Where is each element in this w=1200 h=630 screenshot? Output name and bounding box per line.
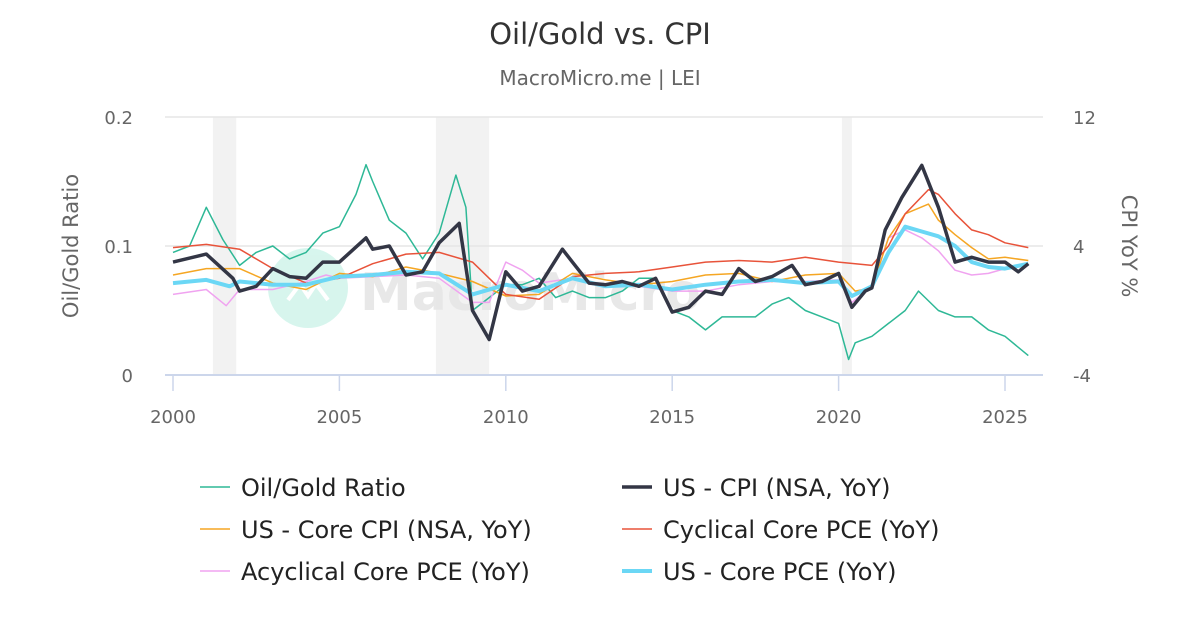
legend-label: Oil/Gold Ratio	[241, 474, 406, 502]
y-axis-left-title: Oil/Gold Ratio	[59, 174, 83, 318]
x-tick-label: 2020	[816, 407, 862, 428]
legend-item[interactable]: US - Core CPI (NSA, YoY)	[200, 516, 532, 544]
watermark-mark-icon	[286, 280, 330, 302]
y-left-tick-label: 0	[122, 366, 133, 387]
legend-item[interactable]: Oil/Gold Ratio	[200, 474, 406, 502]
y-right-tick-label: -4	[1073, 366, 1091, 387]
y-right-tick-label: 12	[1073, 108, 1096, 129]
series-line-us-cpi-nsa-yoy	[172, 163, 1030, 342]
chart-subtitle: MacroMicro.me | LEI	[499, 66, 700, 90]
legend-label: US - Core PCE (YoY)	[663, 558, 896, 586]
y-axis-right-title: CPI YoY %	[1117, 195, 1141, 298]
legend-label: Cyclical Core PCE (YoY)	[663, 516, 939, 544]
series-line-us-core-cpi-nsa-yoy	[172, 203, 1029, 297]
legend: Oil/Gold Ratio US - CPI (NSA, YoY) US - Co…	[200, 474, 939, 586]
x-tick-label: 2000	[150, 407, 196, 428]
series-line-oil-gold-ratio	[172, 163, 1029, 361]
legend-item[interactable]: US - CPI (NSA, YoY)	[622, 474, 891, 502]
x-tick-label: 2005	[316, 407, 362, 428]
axes: 2000 2005 2010 2015 2020 2025 0 0.1 0.2 -4 4 12	[104, 108, 1096, 428]
legend-item[interactable]: Cyclical Core PCE (YoY)	[622, 516, 939, 544]
y-right-tick-label: 4	[1073, 237, 1084, 258]
series-line-us-core-pce-yoy	[172, 224, 1029, 298]
y-left-tick-label: 0.1	[104, 237, 133, 258]
x-tick-label: 2015	[649, 407, 695, 428]
chart-title: Oil/Gold vs. CPI	[489, 17, 711, 51]
x-tick-label: 2025	[982, 407, 1028, 428]
legend-item[interactable]: Acyclical Core PCE (YoY)	[200, 558, 530, 586]
x-tick-label: 2010	[483, 407, 529, 428]
legend-label: Acyclical Core PCE (YoY)	[241, 558, 530, 586]
legend-item[interactable]: US - Core PCE (YoY)	[622, 558, 896, 586]
legend-label: US - CPI (NSA, YoY)	[663, 474, 891, 502]
y-left-tick-label: 0.2	[104, 108, 133, 129]
legend-label: US - Core CPI (NSA, YoY)	[241, 516, 532, 544]
series-layer	[172, 163, 1030, 361]
